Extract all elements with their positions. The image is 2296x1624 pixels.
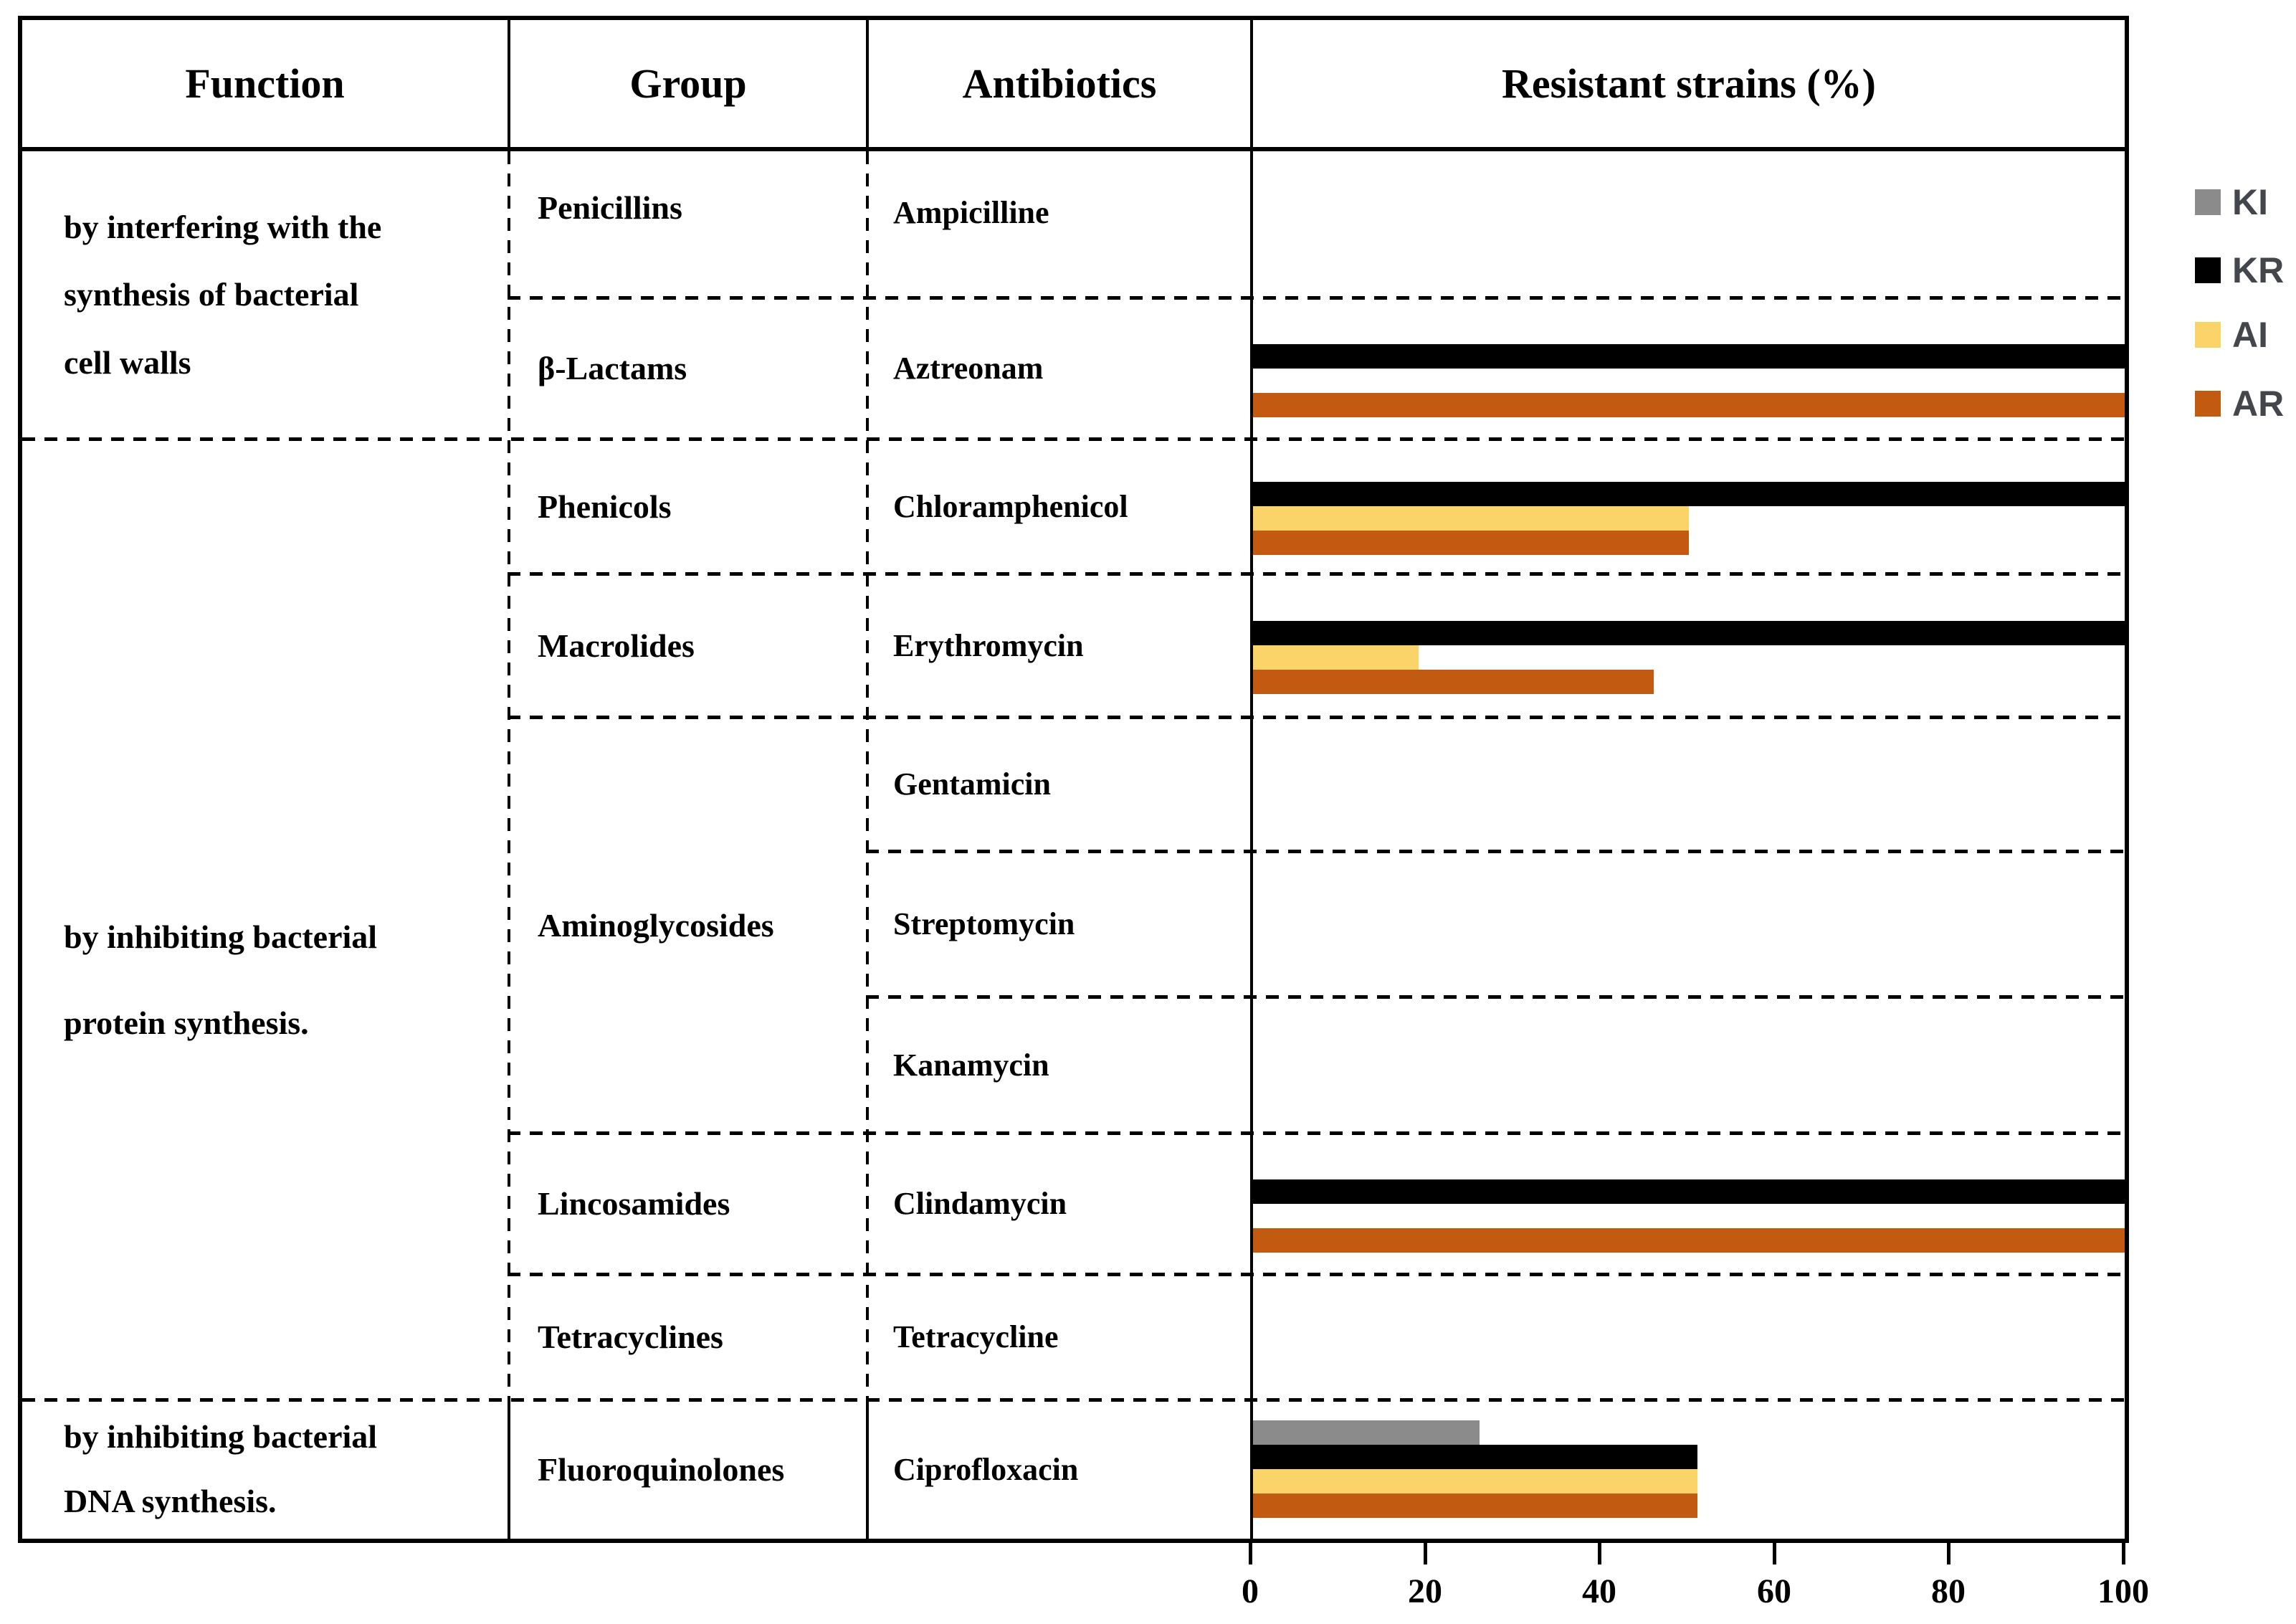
group-cell-beta-lactams: β-Lactams	[538, 350, 687, 386]
grid-line-header-v2	[866, 20, 869, 151]
header-antibiotics: Antibiotics	[962, 60, 1157, 107]
x-axis-tick-40	[1598, 1543, 1601, 1564]
legend-item-ar: AR	[2195, 386, 2284, 422]
antibiotic-cell-kanamycin: Kanamycin	[893, 1047, 1049, 1083]
grid-line-row-1187	[866, 850, 2125, 853]
function-cell-dna-synthesis: by inhibiting bacterial DNA synthesis.	[64, 1418, 378, 1519]
antibiotic-cell-gentamicin: Gentamicin	[893, 766, 1051, 802]
legend-item-kr: KR	[2195, 252, 2284, 288]
header-function: Function	[185, 60, 345, 107]
group-cell-tetracyclines: Tetracyclines	[538, 1319, 723, 1355]
grid-line-row-1390	[866, 995, 2125, 999]
antibiotic-cell-ampicilline: Ampicilline	[893, 195, 1049, 230]
group-cell-fluoroquinolones: Fluoroquinolones	[538, 1450, 785, 1488]
grid-line-row-1000	[508, 716, 2125, 719]
chart-band-ampicilline	[1253, 151, 2125, 298]
x-axis-tick-60	[1773, 1543, 1776, 1564]
antibiotic-cell-chloramphenicol: Chloramphenicol	[893, 488, 1128, 524]
x-axis-label-80: 80	[1931, 1572, 1966, 1610]
grid-line-row-1952	[22, 1398, 2125, 1402]
bar-ki-ciprofloxacin	[1253, 1420, 1480, 1445]
legend-item-ai: AI	[2195, 317, 2268, 353]
legend-label-ai: AI	[2232, 315, 2268, 355]
group-cell-phenicols: Phenicols	[538, 488, 672, 525]
x-axis-tick-100	[2122, 1543, 2125, 1564]
x-axis-label-60: 60	[1757, 1572, 1791, 1610]
grid-line-function-group	[508, 151, 510, 1400]
bar-kr-ciprofloxacin	[1253, 1445, 1698, 1469]
header-resistant-strains: Resistant strains (%)	[1502, 60, 1876, 107]
chart-band-clindamycin	[1253, 1133, 2125, 1274]
grid-line-row-415	[508, 296, 2125, 300]
chart-band-streptomycin	[1253, 851, 2125, 997]
legend-swatch-ki	[2195, 189, 2221, 215]
grid-line-row-1777	[508, 1273, 2125, 1276]
chart-band-erythromycin	[1253, 574, 2125, 717]
group-cell-lincosamides: Lincosamides	[538, 1185, 730, 1222]
grid-line-row-612	[22, 437, 2125, 441]
bar-kr-erythromycin	[1253, 621, 2125, 645]
antibiotic-cell-streptomycin: Streptomycin	[893, 906, 1075, 941]
chart-band-gentamicin	[1253, 717, 2125, 851]
grid-line-row-800	[508, 572, 2125, 576]
legend-item-ki: KI	[2195, 184, 2268, 220]
chart-y-axis-line	[1250, 20, 1253, 1539]
x-axis-tick-80	[1947, 1543, 1950, 1564]
legend-label-ki: KI	[2232, 182, 2268, 222]
bar-ai-erythromycin	[1253, 645, 1419, 670]
legend-swatch-ai	[2195, 322, 2221, 348]
antibiotic-cell-tetracycline: Tetracycline	[893, 1319, 1059, 1354]
chart-band-aztreonam	[1253, 298, 2125, 439]
antibiotic-cell-ciprofloxacin: Ciprofloxacin	[893, 1451, 1079, 1487]
chart-band-chloramphenicol	[1253, 439, 2125, 574]
x-axis-label-0: 0	[1242, 1572, 1259, 1610]
header-group: Group	[629, 60, 747, 107]
x-axis-label-20: 20	[1408, 1572, 1442, 1610]
x-axis-label-40: 40	[1582, 1572, 1616, 1610]
table-frame	[18, 16, 2129, 1543]
antibiotic-cell-aztreonam: Aztreonam	[893, 351, 1044, 386]
bar-ai-ciprofloxacin	[1253, 1469, 1698, 1494]
grid-line-header-v1	[508, 20, 510, 151]
group-cell-aminoglycosides: Aminoglycosides	[538, 906, 774, 944]
group-cell-penicillins: Penicillins	[538, 189, 682, 226]
bar-ar-chloramphenicol	[1253, 531, 1689, 555]
function-cell-cell-walls: by interfering with the synthesis of bac…	[64, 209, 382, 381]
chart-band-kanamycin	[1253, 997, 2125, 1133]
grid-line-group-antibiotics	[866, 151, 869, 1400]
bar-ar-aztreonam	[1253, 392, 2125, 417]
antibiotic-cell-clindamycin: Clindamycin	[893, 1186, 1067, 1221]
function-cell-protein-synthesis: by inhibiting bacterial protein synthesi…	[64, 918, 378, 1041]
legend-swatch-ar	[2195, 391, 2221, 417]
bar-ar-clindamycin	[1253, 1228, 2125, 1253]
bar-kr-clindamycin	[1253, 1179, 2125, 1204]
legend-swatch-kr	[2195, 257, 2221, 283]
grid-line-header-bottom	[22, 147, 2125, 151]
x-axis-tick-0	[1249, 1543, 1252, 1564]
antibiotic-cell-erythromycin: Erythromycin	[893, 627, 1084, 663]
bar-kr-aztreonam	[1253, 343, 2125, 369]
grid-line-bottomrow-v1	[508, 1400, 510, 1539]
bar-kr-chloramphenicol	[1253, 482, 2125, 506]
x-axis-tick-20	[1424, 1543, 1427, 1564]
bar-ai-chloramphenicol	[1253, 506, 1689, 531]
grid-line-bottomrow-v2	[866, 1400, 869, 1539]
bar-ar-erythromycin	[1253, 670, 1654, 694]
bar-ar-ciprofloxacin	[1253, 1494, 1698, 1518]
legend-label-kr: KR	[2232, 250, 2285, 290]
legend-label-ar: AR	[2232, 384, 2285, 424]
group-cell-macrolides: Macrolides	[538, 627, 695, 664]
chart-band-tetracycline	[1253, 1274, 2125, 1400]
x-axis-label-100: 100	[2097, 1572, 2149, 1610]
grid-line-row-1580	[508, 1131, 2125, 1135]
chart-band-ciprofloxacin	[1253, 1400, 2125, 1539]
